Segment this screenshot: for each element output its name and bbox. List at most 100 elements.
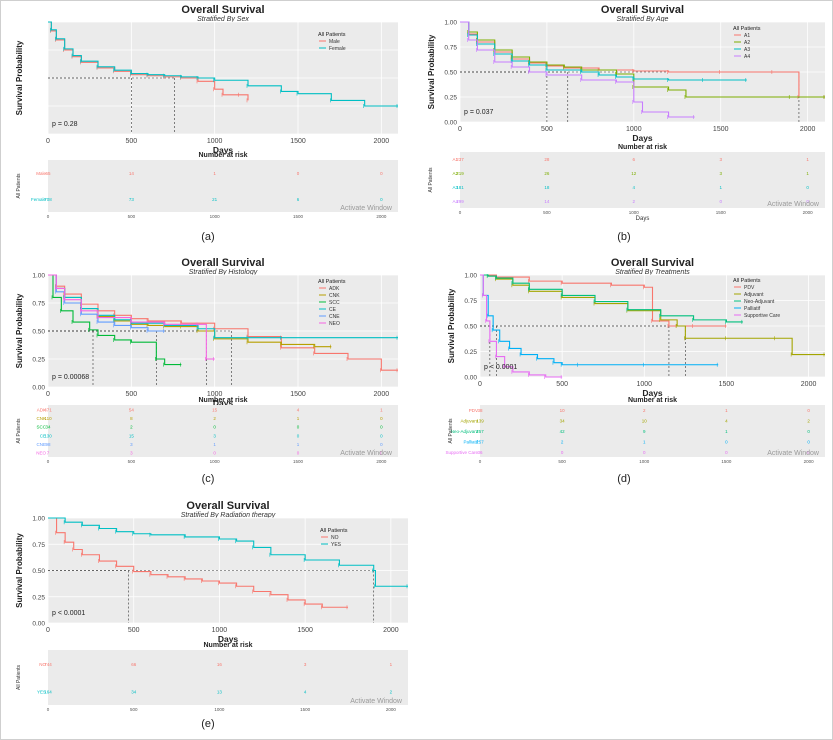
risk-y-axis-title: All Patients	[16, 173, 22, 199]
chart-title: Overall Survival	[181, 257, 264, 269]
risk-count: 0	[297, 433, 300, 438]
risk-count: 9	[643, 429, 646, 434]
risk-count: 0	[806, 185, 809, 190]
legend-title: All Patients	[318, 32, 346, 38]
y-tick-label: 1.00	[464, 273, 477, 280]
risk-x-tick-label: 1500	[293, 214, 304, 219]
risk-count: 18	[544, 185, 550, 190]
x-tick-label: 2000	[800, 126, 816, 133]
risk-count: 13	[217, 689, 223, 694]
y-tick-label: 0.50	[444, 70, 457, 77]
x-axis-title: Days	[213, 398, 234, 408]
risk-count: 0	[561, 450, 564, 455]
risk-count: 1	[380, 407, 383, 412]
p-value: p = 0.28	[52, 121, 78, 128]
risk-count: 130	[44, 433, 52, 438]
y-tick-label: 0.25	[32, 357, 45, 364]
y-tick-label: 0.50	[32, 329, 45, 336]
risk-count: 42	[560, 429, 566, 434]
risk-row-label: A1	[452, 157, 458, 162]
risk-count: 7	[47, 451, 50, 456]
chart-subtitle: Stratified By Histology	[189, 269, 258, 276]
risk-count: 237	[456, 157, 464, 162]
series-line-yes	[48, 517, 408, 587]
risk-x-tick-label: 1000	[639, 459, 650, 464]
risk-x-tick-label: 500	[128, 459, 136, 464]
risk-count: 257	[476, 439, 484, 444]
risk-x-tick-label: 1500	[293, 459, 304, 464]
risk-y-axis-title: All Patients	[16, 418, 22, 444]
risk-count: 0	[807, 408, 810, 413]
y-tick-label: 0.75	[464, 298, 477, 305]
chart-subtitle: Stratified By Age	[617, 16, 669, 23]
risk-count: 14	[129, 171, 135, 176]
risk-table-background	[48, 405, 398, 457]
risk-count: 1	[297, 416, 300, 421]
x-tick-label: 0	[458, 126, 462, 133]
risk-y-axis-title: All Patients	[16, 664, 22, 690]
legend-label: Female	[329, 46, 346, 52]
risk-table-background	[48, 650, 408, 705]
risk-count: 139	[476, 419, 484, 424]
panel-label: (e)	[201, 718, 214, 730]
risk-table-title: Number at risk	[198, 152, 247, 159]
x-tick-label: 0	[478, 381, 482, 388]
risk-count: 1	[806, 171, 809, 176]
x-tick-label: 1500	[297, 627, 313, 634]
risk-count: 6	[297, 197, 300, 202]
chart-title: Overall Survival	[601, 4, 684, 16]
risk-row-label: PDV	[469, 408, 478, 413]
panel-label: (d)	[617, 473, 630, 485]
risk-table-title: Number at risk	[203, 642, 252, 649]
x-tick-label: 500	[556, 381, 568, 388]
risk-count: 257	[476, 429, 484, 434]
risk-x-tick-label: 1000	[210, 459, 221, 464]
risk-count: 2	[643, 408, 646, 413]
p-value: p < 0.0001	[52, 610, 85, 617]
legend-label: SCC	[329, 300, 340, 306]
risk-count: 3	[719, 157, 722, 162]
y-tick-label: 0.75	[32, 301, 45, 308]
legend-label: CNK	[329, 293, 340, 299]
risk-table-title: Number at risk	[628, 397, 677, 404]
y-axis-title: Survival Probability	[15, 40, 24, 115]
legend-label: Adjuvant	[744, 292, 764, 298]
risk-count: 164	[44, 689, 52, 694]
series-line-neo	[48, 274, 215, 360]
chart-subtitle: Stratified By Treatments	[615, 269, 690, 276]
risk-count: 3	[213, 433, 216, 438]
x-axis-title: Days	[642, 388, 663, 398]
y-tick-label: 0.00	[32, 385, 45, 392]
watermark-text: Activate Window	[350, 698, 403, 705]
risk-count: 16	[217, 662, 223, 667]
x-tick-label: 1500	[713, 126, 729, 133]
risk-count: 1	[643, 439, 646, 444]
risk-row-label: SCC	[36, 425, 46, 430]
risk-count: 2	[633, 199, 636, 204]
legend-title: All Patients	[733, 26, 761, 32]
panel-label: (c)	[202, 473, 215, 485]
x-tick-label: 1000	[212, 627, 228, 634]
risk-count: 98	[45, 442, 51, 447]
risk-count: 708	[44, 197, 52, 202]
chart-subtitle: Stratified By Sex	[197, 16, 249, 23]
risk-x-tick-label: 1000	[214, 707, 225, 712]
risk-x-axis-title: Days	[636, 216, 650, 222]
risk-row-label: ADK	[37, 407, 46, 412]
legend-label: Neo-Adjuvant	[744, 299, 775, 305]
legend: All PatientsPDVAdjuvantNeo-AdjuvantPalli…	[733, 278, 780, 319]
series-line-neo-adjuvant	[480, 274, 743, 323]
watermark-text: Activate Window	[767, 450, 820, 457]
legend-label: CE	[329, 307, 337, 313]
risk-count: 0	[380, 433, 383, 438]
risk-count: 0	[380, 171, 383, 176]
x-axis-title: Days	[632, 133, 653, 143]
risk-count: 1	[725, 408, 728, 413]
x-tick-label: 2000	[383, 627, 399, 634]
series-line-palliatif	[480, 274, 719, 366]
x-axis-title: Days	[213, 145, 234, 155]
